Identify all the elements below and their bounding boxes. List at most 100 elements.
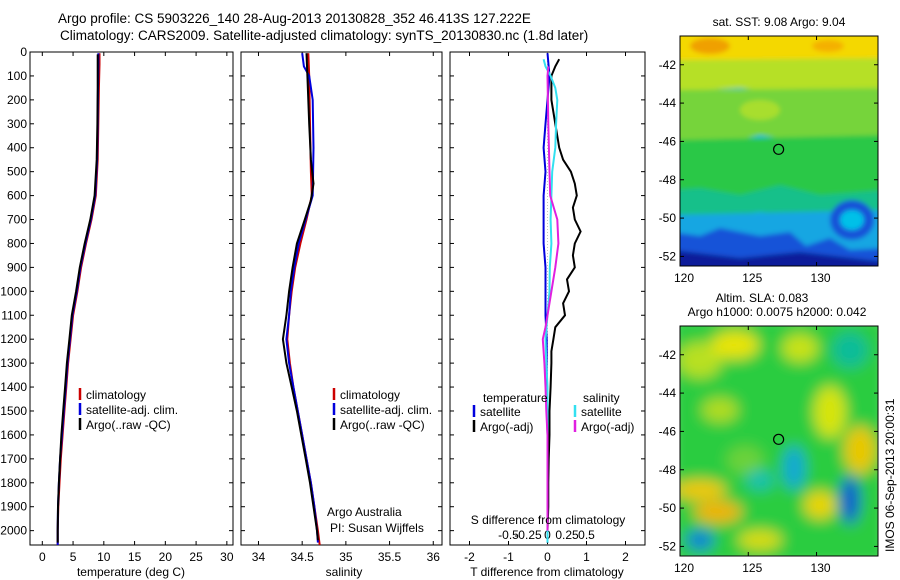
temperature-axis-label: temperature (deg C) [77,565,185,579]
legend-label: Argo(-adj) [480,420,533,434]
map-y-tick-label: -42 [659,348,677,362]
y-tick-label: 600 [7,189,27,203]
y-tick-label: 1300 [0,356,27,370]
salinity-plot-area: 34 34.5 35 35.5 36 climatologysatellite-adj. … [241,51,442,564]
legend-label: satellite [480,405,521,419]
map-y-tick-label: -48 [659,173,677,187]
panel-sst-map: -42 -44 -46 -48 -50 -52 120 125 130 [659,35,879,285]
map-y-tick-label: -42 [659,58,677,72]
y-tick-label: 500 [7,165,27,179]
series-line-argo [56,54,99,543]
y-tick-label: 200 [7,93,27,107]
t-difference-axis-label: T difference from climatology [470,565,624,579]
x-tick-label: 0 [544,550,551,564]
map-y-tick-label: -48 [659,463,677,477]
x-tick-label: -1 [503,550,514,564]
legend-label: satellite-adj. clim. [340,403,432,417]
imos-timestamp: IMOS 06-Sep-2013 20:00:31 [883,398,897,552]
s-tick-label: 0.25 [555,528,579,542]
legend-label: Argo(-adj) [581,420,634,434]
map-x-tick-label: 130 [811,271,831,285]
x-tick-label: -2 [464,550,475,564]
series-line-argo [281,53,319,541]
y-tick-label: 900 [7,260,27,274]
y-tick-label: 1200 [0,332,27,346]
y-tick-label: 100 [7,69,27,83]
map-y-tick-label: -52 [659,539,677,553]
map-x-tick-label: 125 [742,271,762,285]
y-tick-label: 1700 [0,452,27,466]
map-x-tick-label: 120 [674,271,694,285]
map-y-tick-label: -46 [659,134,677,148]
y-tick-label: 1400 [0,380,27,394]
x-tick-label: 10 [97,550,111,564]
argo-position-marker [773,143,785,155]
x-tick-label: 1 [583,550,590,564]
panel-sla-map: -42 -44 -46 -48 -50 -52 120 125 130 [659,325,879,575]
map-x-tick-label: 120 [674,561,694,575]
chart-title-line-1: Argo profile: CS 5903226_140 28-Aug-2013… [58,11,531,26]
argo-credit-line-2: PI: Susan Wijffels [330,521,424,535]
map-y-tick-label: -50 [659,501,677,515]
sla-map-title: Altim. SLA: 0.083 [716,291,809,305]
diff-legend-salinity-title: salinity [583,391,620,405]
x-tick-label: 34 [252,550,266,564]
map-y-tick-label: -50 [659,211,677,225]
sst-map-axes: -42 -44 -46 -48 -50 -52 120 125 130 [659,36,878,285]
x-tick-label: 2 [622,550,629,564]
y-tick-label: 1900 [0,500,27,514]
map-y-tick-label: -52 [659,249,677,263]
legend-label: satellite [581,405,622,419]
sla-map-field [680,326,878,556]
map-x-tick-label: 130 [811,561,831,575]
y-tick-label: 1500 [0,404,27,418]
y-tick-label: 300 [7,117,27,131]
y-tick-label: 0 [20,45,27,59]
series-line-argo [546,58,582,543]
series-line-satellite_salinity [542,58,559,543]
legend-label: Argo(..raw -QC) [86,418,171,432]
x-tick-label: 30 [220,550,234,564]
diff-legend-temperature-title: temperature [483,391,548,405]
x-tick-label: 0 [39,550,46,564]
temperature-plot-area: 0100200300400500600700800900100011001200… [0,45,234,564]
y-tick-label: 2000 [0,524,27,538]
map-y-tick-label: -44 [659,96,677,110]
map-y-tick-label: -46 [659,424,677,438]
x-tick-label: 15 [128,550,142,564]
series-line-argo_salinity [541,66,560,531]
sla-map-axes: -42 -44 -46 -48 -50 -52 120 125 130 [659,326,878,575]
legend-label: satellite-adj. clim. [86,403,178,417]
argo-position-marker [773,433,785,445]
difference-plot-area: -2 -1 0 1 2-0.5-0.25 0 0.25 0.5satelliteArgo(-a… [450,51,645,564]
map-x-tick-label: 125 [742,561,762,575]
legend-label: Argo(..raw -QC) [340,418,425,432]
chart-title-line-2: Climatology: CARS2009. Satellite-adjuste… [60,28,589,43]
s-difference-axis-label: S difference from climatology [471,513,626,527]
panel-temperature: 0100200300400500600700800900100011001200… [0,45,234,564]
x-tick-label: 36 [427,550,441,564]
y-tick-label: 1600 [0,428,27,442]
s-tick-label: 0.5 [578,528,595,542]
y-tick-label: 1000 [0,284,27,298]
y-tick-label: 1800 [0,476,27,490]
map-y-tick-label: -44 [659,386,677,400]
panel-salinity: 34 34.5 35 35.5 36 climatologysatellite-adj. … [240,51,443,564]
x-tick-label: 34.5 [290,550,314,564]
sla-map-subtitle: Argo h1000: 0.0075 h2000: 0.042 [688,305,867,319]
legend-label: climatology [340,388,400,402]
argo-credit-line-1: Argo Australia [327,505,402,519]
legend-label: climatology [86,388,146,402]
x-tick-label: 25 [189,550,203,564]
x-tick-label: 35 [339,550,353,564]
sst-map-title: sat. SST: 9.08 Argo: 9.04 [713,15,846,29]
x-tick-label: 5 [70,550,77,564]
x-tick-label: 35.5 [378,550,402,564]
s-tick-label: -0.5 [498,528,519,542]
sst-map-field [680,36,878,266]
y-tick-label: 400 [7,141,27,155]
y-tick-label: 700 [7,213,27,227]
panel-difference: -2 -1 0 1 2-0.5-0.25 0 0.25 0.5satelliteArgo(-a… [449,51,646,564]
salinity-axis-label: salinity [326,565,363,579]
